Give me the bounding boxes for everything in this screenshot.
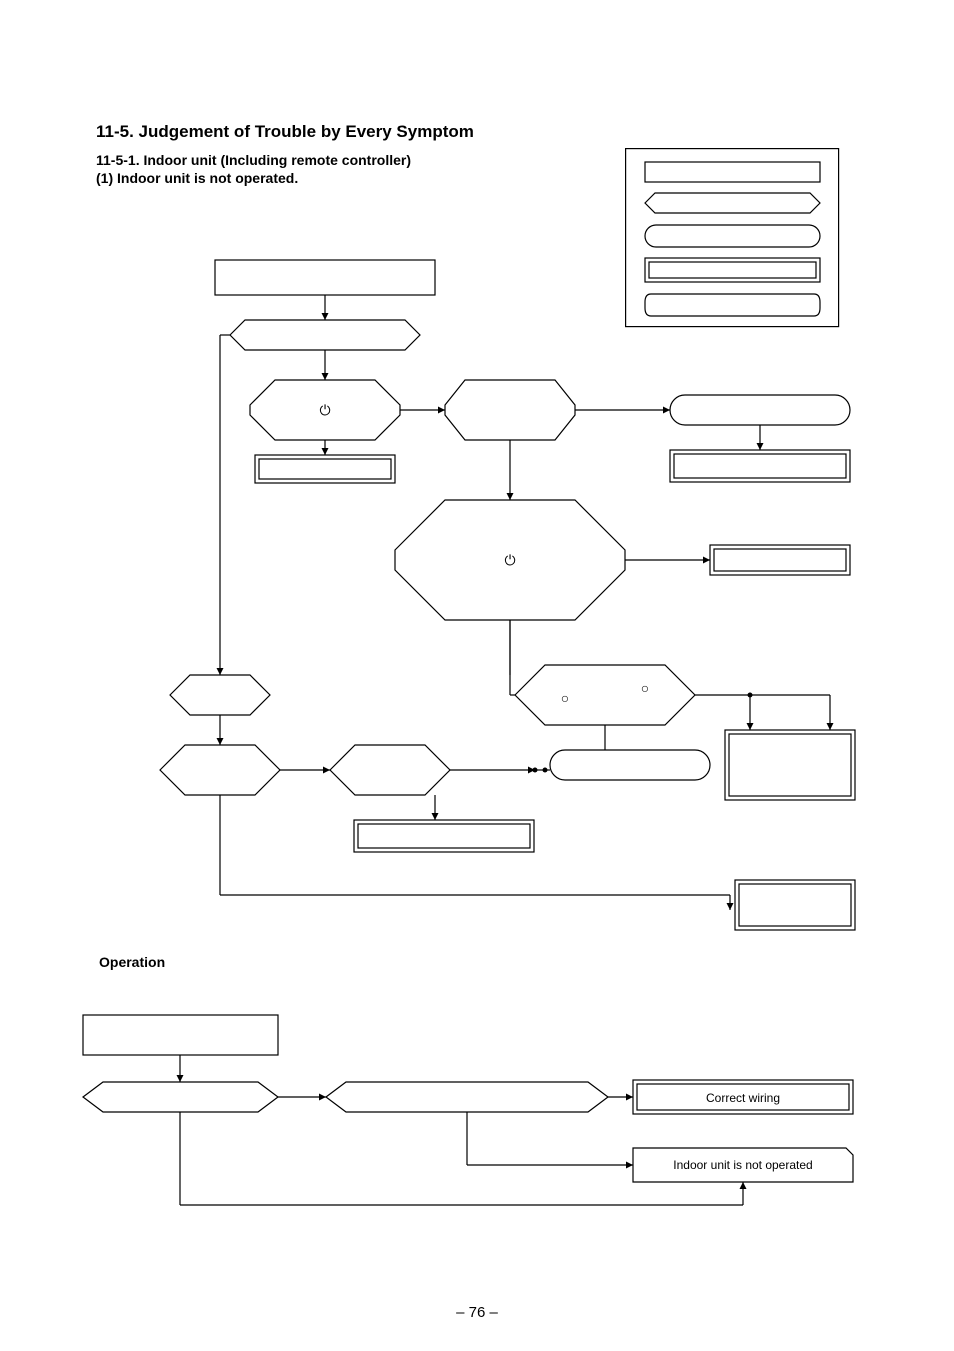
flow1-doublerect-2 (710, 545, 850, 575)
section-title: 11-5. Judgement of Trouble by Every Symp… (96, 122, 474, 142)
flow2-start-rect (83, 1015, 278, 1055)
power-icon: ⏻ (319, 402, 330, 418)
legend-hexagon (645, 193, 820, 213)
operation-label: Operation (99, 954, 165, 970)
flow1-start-rect (215, 260, 435, 295)
flow2-correct-wiring: Correct wiring (633, 1080, 853, 1114)
power-icon-2: ⏻ (504, 552, 515, 568)
not-operated-label: Indoor unit is not operated (673, 1158, 812, 1172)
flow1-doublerect-1 (670, 450, 850, 482)
flowchart-1: ⏻ ⏻ (90, 255, 870, 955)
flow2-hexagon-1 (83, 1082, 278, 1112)
circle-1: ○ (561, 690, 569, 706)
item1-title: (1) Indoor unit is not operated. (96, 170, 298, 186)
flow1-terminal-2 (550, 750, 710, 780)
flow2-hexagon-2 (326, 1082, 608, 1112)
flow1-decision-left1 (170, 675, 270, 715)
flow1-doublerect-4 (735, 880, 855, 930)
flow2-not-operated: Indoor unit is not operated (633, 1148, 853, 1182)
page-number: – 76 – (0, 1304, 954, 1321)
flow1-decision-mid-bottom (330, 745, 450, 795)
flow1-doublerect-left1 (255, 455, 395, 483)
correct-wiring-label: Correct wiring (706, 1091, 780, 1105)
legend-rounded (645, 225, 820, 247)
flow1-decision-circles (515, 665, 695, 725)
subsection-title: 11-5-1. Indoor unit (Including remote co… (96, 152, 411, 168)
flow1-decision-left2 (160, 745, 280, 795)
flow1-doublerect-bottom (354, 820, 534, 852)
flowchart-2: Correct wiring Indoor unit is not operat… (78, 1010, 868, 1220)
flow1-terminal-1 (670, 395, 850, 425)
legend-rect (645, 162, 820, 182)
flow1-doublerect-3 (725, 730, 855, 800)
circle-2: ○ (641, 680, 649, 696)
flow1-decision-right1 (445, 380, 575, 440)
flow1-hexagon-1 (230, 320, 420, 350)
